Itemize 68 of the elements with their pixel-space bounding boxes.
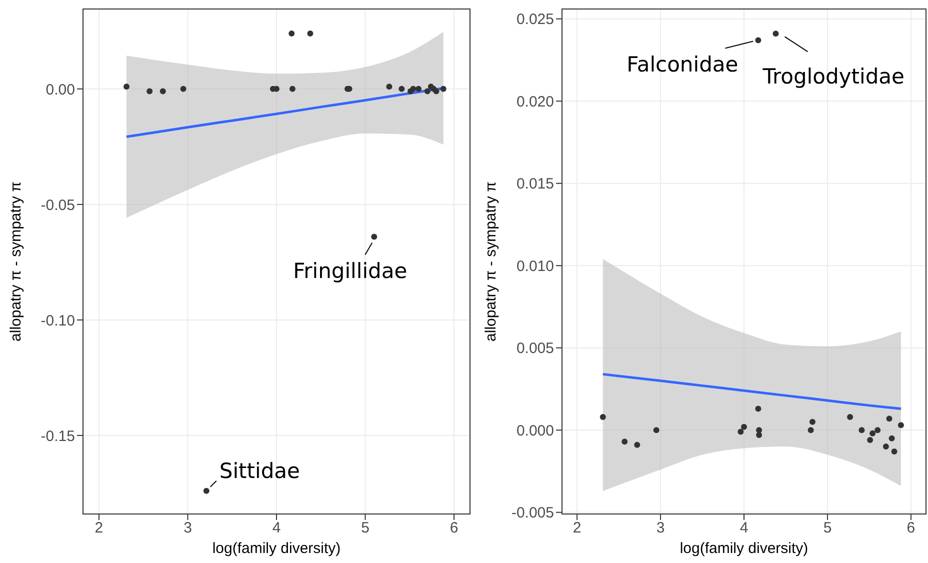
x-tick-label: 6 [450, 520, 458, 537]
point [386, 84, 392, 90]
x-tick-label: 4 [740, 520, 748, 537]
point [755, 406, 762, 412]
point [858, 427, 865, 434]
point [289, 86, 296, 92]
y-tick-label: -0.15 [40, 428, 75, 445]
x-tick-label: 5 [361, 520, 370, 537]
x-tick-label: 3 [656, 520, 665, 537]
annotation: Troglodytidae [762, 64, 904, 89]
point [882, 444, 889, 450]
point [600, 414, 606, 420]
y-axis-title: allopatry π - sympatry π [482, 182, 500, 342]
point [653, 427, 660, 434]
point [867, 436, 874, 443]
point [424, 88, 430, 94]
point [756, 432, 762, 438]
y-tick-label: -0.005 [511, 504, 554, 522]
point [738, 428, 744, 435]
x-tick-label: 4 [272, 520, 281, 537]
point [809, 418, 816, 425]
point [440, 86, 446, 92]
y-tick-label: 0.005 [516, 340, 554, 358]
x-tick-label: 5 [823, 520, 832, 537]
y-tick-label: 0.010 [516, 258, 554, 275]
point [755, 37, 762, 44]
point [307, 30, 314, 36]
y-tick-label: 0.015 [516, 176, 554, 193]
point [634, 442, 640, 448]
point [808, 427, 814, 434]
point [410, 86, 416, 92]
annotation: Sittidae [219, 458, 300, 483]
point [433, 88, 440, 94]
y-tick-label: 0.00 [46, 81, 75, 98]
y-tick-label: 0.020 [516, 93, 554, 110]
y-tick-label: 0.000 [516, 422, 554, 440]
y-axis-title: allopatry π - sympatry π [7, 182, 24, 342]
x-tick-label: 2 [94, 520, 104, 537]
x-tick-label: 2 [572, 520, 582, 537]
line-series [602, 372, 902, 410]
point [288, 30, 295, 36]
y-tick-label: -0.05 [40, 196, 75, 214]
point [180, 86, 186, 92]
x-tick-label: 6 [906, 520, 916, 537]
x-tick-label: 3 [184, 520, 192, 537]
point [371, 234, 378, 240]
point [160, 88, 166, 94]
y-tick-label: 0.025 [516, 11, 554, 28]
point [203, 488, 210, 494]
point [416, 86, 422, 92]
x-axis-title: log(family diversity) [212, 540, 341, 557]
point [874, 427, 881, 434]
annotation: Falconidae [626, 52, 738, 76]
annotation: Fringillidae [293, 258, 408, 283]
point [772, 30, 779, 37]
point [886, 416, 892, 422]
point [888, 435, 895, 442]
point [847, 414, 854, 420]
point [622, 438, 628, 445]
x-axis-title: log(family diversity) [680, 540, 808, 557]
y-tick-label: -0.10 [40, 312, 75, 330]
point [398, 86, 405, 92]
point [123, 84, 130, 90]
point [741, 424, 747, 430]
point [870, 430, 876, 436]
point [891, 448, 898, 454]
point [146, 88, 153, 94]
point [898, 422, 904, 428]
